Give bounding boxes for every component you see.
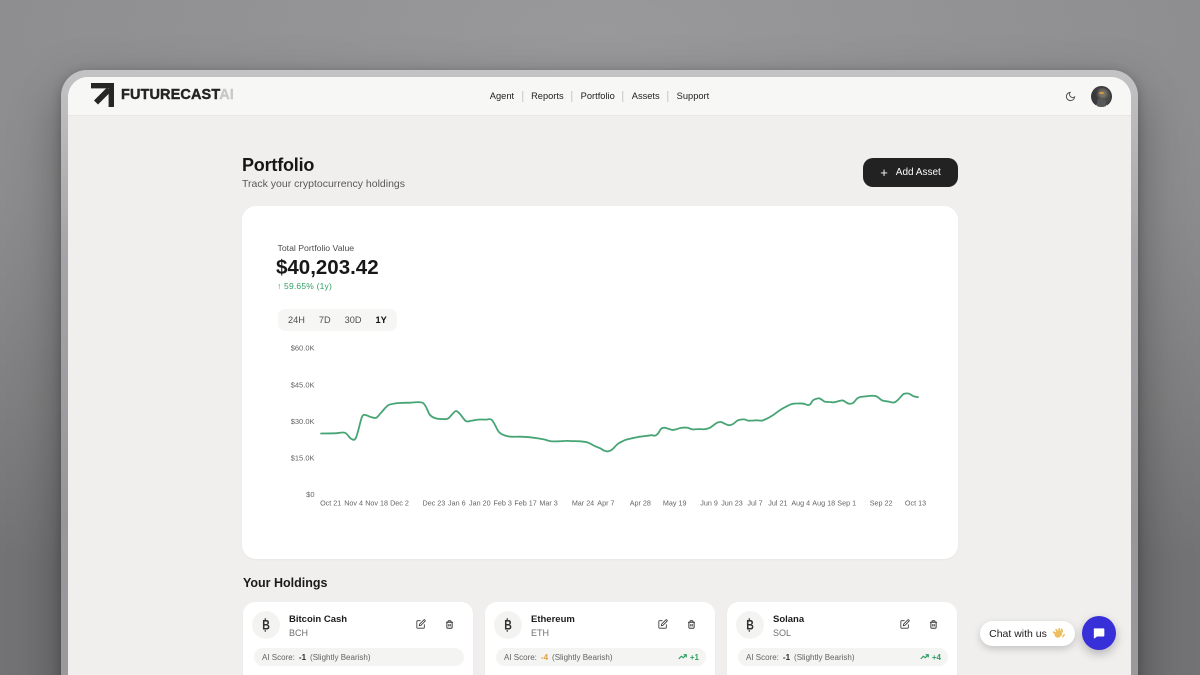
svg-text:Jul 21: Jul 21: [768, 499, 787, 508]
svg-text:Aug 4: Aug 4: [791, 499, 810, 508]
svg-text:Mar 3: Mar 3: [539, 499, 557, 508]
svg-text:Aug 18: Aug 18: [812, 499, 835, 508]
svg-text:Dec 2: Dec 2: [390, 499, 409, 508]
svg-text:Sep 22: Sep 22: [870, 499, 893, 508]
svg-text:Oct 21: Oct 21: [320, 499, 341, 508]
svg-text:Feb 3: Feb 3: [494, 499, 512, 508]
svg-text:Apr 28: Apr 28: [630, 499, 651, 508]
svg-text:Mar 24: Mar 24: [572, 499, 594, 508]
svg-text:Jan 20: Jan 20: [469, 499, 491, 508]
svg-text:Sep 1: Sep 1: [837, 499, 856, 508]
svg-text:Dec 23: Dec 23: [423, 499, 446, 508]
svg-text:May 19: May 19: [663, 499, 687, 508]
svg-text:$15.0K: $15.0K: [291, 454, 315, 463]
svg-text:B: B: [504, 617, 512, 632]
svg-text:Jun 23: Jun 23: [721, 499, 743, 508]
svg-text:$30.0K: $30.0K: [291, 417, 315, 426]
svg-text:Oct 13: Oct 13: [905, 499, 926, 508]
svg-text:$0: $0: [306, 490, 314, 499]
svg-text:B: B: [262, 617, 270, 632]
svg-text:Jul 7: Jul 7: [747, 499, 762, 508]
svg-text:$60.0K: $60.0K: [291, 344, 315, 353]
svg-text:Jan 6: Jan 6: [448, 499, 466, 508]
svg-text:Feb 17: Feb 17: [514, 499, 536, 508]
svg-text:$45.0K: $45.0K: [291, 380, 315, 389]
svg-text:B: B: [746, 617, 754, 632]
svg-text:Jun 9: Jun 9: [700, 499, 718, 508]
svg-text:Nov 4: Nov 4: [344, 499, 363, 508]
svg-text:Nov 18: Nov 18: [365, 499, 388, 508]
svg-text:Apr 7: Apr 7: [597, 499, 614, 508]
